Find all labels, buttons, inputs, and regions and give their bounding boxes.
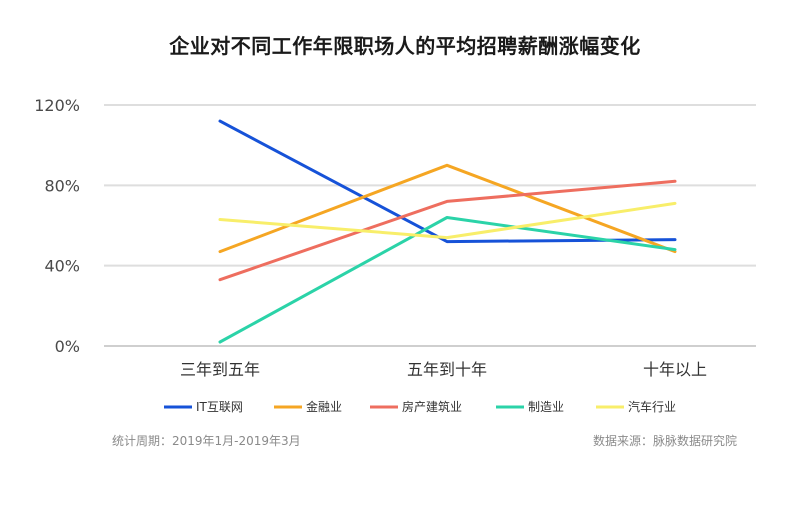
y-tick-label: 80%: [44, 176, 80, 195]
legend-label: 房产建筑业: [402, 399, 462, 414]
legend-label: 制造业: [528, 400, 564, 414]
legend-label: 金融业: [306, 399, 342, 414]
legend-label: IT互联网: [196, 400, 243, 414]
series-line: [218, 216, 677, 344]
legend-label: 汽车行业: [628, 399, 676, 414]
gridlines: [104, 104, 756, 347]
y-tick-label: 0%: [55, 337, 80, 356]
x-tick-label: 五年到十年: [407, 360, 487, 379]
x-axis-ticks: 三年到五年 五年到十年 十年以上: [180, 360, 707, 379]
x-tick-label: 十年以上: [643, 360, 707, 379]
x-tick-label: 三年到五年: [180, 360, 260, 379]
chart-title: 企业对不同工作年限职场人的平均招聘薪酬涨幅变化: [169, 34, 641, 58]
series-line: [218, 201, 677, 240]
footer-period: 统计周期：2019年1月-2019年3月: [112, 434, 301, 448]
y-tick-label: 120%: [34, 96, 80, 115]
series-lines: [218, 119, 677, 344]
legend: IT互联网 金融业 房产建筑业 制造业 汽车行业: [164, 399, 676, 414]
y-tick-label: 40%: [44, 257, 80, 276]
series-line: [218, 179, 677, 282]
series-line: [218, 163, 677, 254]
footer-source: 数据来源：脉脉数据研究院: [592, 434, 737, 448]
y-axis-ticks: 0% 40% 80% 120%: [34, 96, 80, 356]
